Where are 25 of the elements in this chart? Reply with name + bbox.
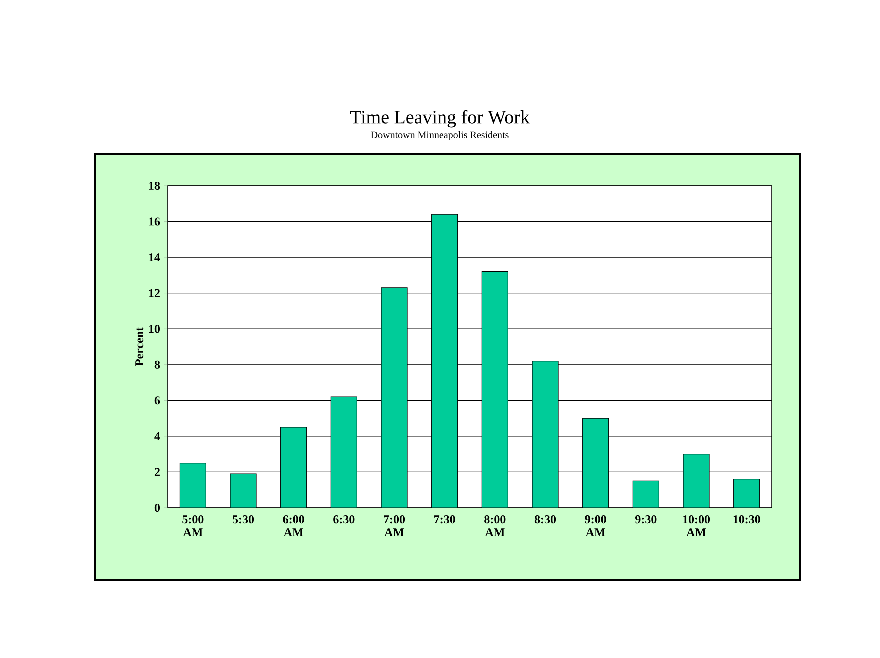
y-tick-label: 10 xyxy=(149,325,160,334)
x-tick-label: 10:30 xyxy=(734,516,760,524)
chart-title: Time Leaving for Work xyxy=(350,110,530,128)
x-tick-label: 5:00 AM xyxy=(182,516,204,537)
x-tick-label: 9:00 AM xyxy=(585,516,606,537)
x-tick-label: 9:30 xyxy=(636,516,657,524)
y-tick-label: 6 xyxy=(154,396,160,405)
x-tick-label: 6:30 xyxy=(334,516,355,524)
x-tick-label: 6:00 AM xyxy=(283,516,304,537)
x-tick-label: 8:30 xyxy=(534,516,556,524)
y-tick-label: 4 xyxy=(154,432,160,440)
x-tick-label: 7:00 AM xyxy=(384,516,406,537)
y-tick-label: 18 xyxy=(149,182,160,190)
x-tick-label: 10:00 AM xyxy=(683,516,710,537)
y-tick-label: 14 xyxy=(149,254,160,262)
y-tick-label: 8 xyxy=(154,360,160,369)
chart-subtitle: Downtown Minneapolis Residents xyxy=(371,131,509,141)
y-tick-label: 2 xyxy=(154,468,160,476)
x-tick-label: 8:00 AM xyxy=(484,516,506,537)
x-tick-label: 5:30 xyxy=(232,516,254,524)
y-tick-label: 16 xyxy=(149,218,160,226)
y-tick-label: 12 xyxy=(149,289,160,298)
x-tick-label: 7:30 xyxy=(434,516,456,524)
y-tick-label: 0 xyxy=(154,504,160,512)
y-axis-title: Percent xyxy=(136,328,144,366)
